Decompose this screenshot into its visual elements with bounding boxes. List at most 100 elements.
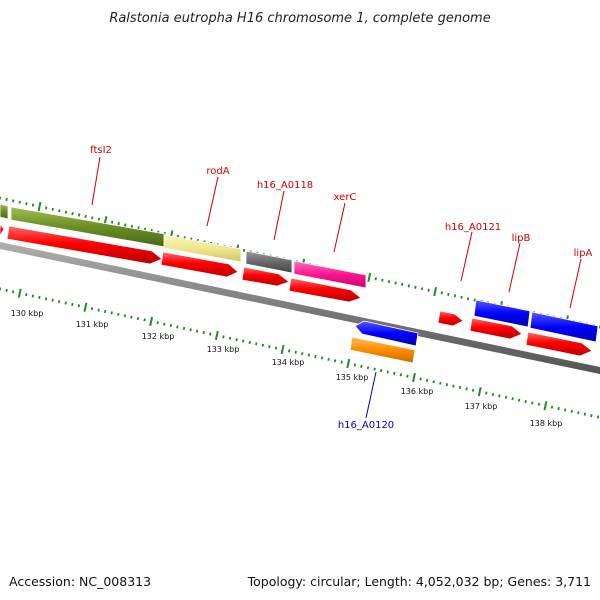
lower-ring-major-tick	[346, 358, 351, 369]
lower-ring-minor-tick	[195, 329, 199, 333]
kbp-label: 130 kbp	[11, 309, 44, 318]
label-leaders	[91, 156, 582, 419]
lower-ring-minor-tick	[274, 346, 278, 350]
lower-ring-minor-tick	[307, 353, 311, 357]
upper-ring-minor-tick	[64, 210, 68, 214]
lower-ring-minor-tick	[360, 364, 363, 368]
lower-ring-major-tick	[149, 316, 154, 327]
leader-lipA	[569, 258, 582, 309]
gene-label-h16_A0121: h16_A0121	[445, 222, 501, 233]
cds-arrow-ftsI2	[6, 225, 163, 265]
lower-ring-minor-tick	[38, 295, 41, 299]
lower-ring-minor-tick	[471, 388, 475, 392]
gene-block-lipA	[529, 311, 599, 343]
upper-ring-minor-tick	[447, 292, 450, 296]
cds-arrow-h16_A0118	[241, 266, 290, 287]
lower-ring-minor-tick	[25, 293, 28, 297]
lower-ring-minor-tick	[235, 338, 238, 342]
lower-ring-major-tick	[17, 288, 22, 298]
lower-ring-minor-tick	[209, 332, 212, 336]
lower-ring-minor-tick	[143, 318, 146, 322]
lower-ring-major-tick	[477, 387, 482, 397]
lower-ring-major-tick	[83, 302, 88, 312]
lower-ring-minor-tick	[71, 302, 74, 306]
genome-summary-text: Topology: circular; Length: 4,052,032 bp…	[247, 574, 591, 589]
gene-label-rodA: rodA	[206, 166, 229, 177]
lower-ring-minor-tick	[517, 398, 521, 402]
lower-ring-minor-tick	[64, 301, 67, 305]
lower-ring-major-tick	[280, 344, 285, 355]
leader-xerC	[333, 202, 346, 253]
upper-ring-minor-tick	[440, 291, 443, 295]
lower-ring-minor-tick	[577, 411, 580, 415]
gene-block-xerC	[293, 260, 367, 289]
lower-ring-major-tick	[543, 401, 548, 411]
gene-label-lipA: lipA	[574, 248, 593, 259]
gene-label-lipB: lipB	[512, 233, 531, 244]
lower-ring-minor-tick	[458, 385, 462, 389]
lower-ring-minor-tick	[373, 367, 376, 371]
upper-ring-minor-tick	[242, 248, 246, 252]
upper-ring-minor-tick	[84, 214, 87, 218]
lower-ring-minor-tick	[432, 380, 435, 384]
upper-ring-minor-tick	[394, 281, 397, 285]
lower-ring-minor-tick	[327, 357, 330, 361]
kbp-label: 133 kbp	[207, 345, 240, 354]
gene-block-h16_A0118	[245, 250, 293, 274]
lower-ring-minor-tick	[563, 408, 567, 412]
lower-ring-minor-tick	[465, 387, 468, 391]
lower-ring-minor-tick	[248, 340, 251, 344]
lower-ring-minor-tick	[301, 352, 304, 356]
upper-ring-minor-tick	[381, 278, 384, 282]
upper-ring-minor-tick	[58, 209, 61, 213]
lower-ring-minor-tick	[222, 335, 225, 339]
lower-ring-minor-tick	[110, 311, 113, 315]
lower-ring-minor-tick	[51, 298, 54, 302]
lower-ring-minor-tick	[255, 342, 258, 346]
lower-ring-minor-tick	[31, 294, 35, 298]
gene-label-xerC: xerC	[334, 192, 357, 203]
kbp-label: 136 kbp	[401, 387, 434, 396]
kbp-label: 137 kbp	[465, 402, 498, 411]
gene-labels: ftsI2 rodA h16_A0118 xerC h16_A0121 lipB…	[90, 145, 592, 431]
lower-ring-minor-tick	[366, 366, 370, 370]
map-title: Ralstonia eutropha H16 chromosome 1, com…	[109, 11, 490, 26]
lower-ring-minor-tick	[590, 414, 593, 418]
lower-ring-minor-tick	[511, 397, 514, 401]
kbp-scale-labels: 130 kbp 131 kbp 132 kbp 133 kbp 134 kbp …	[11, 309, 563, 428]
upper-ring-minor-tick	[414, 285, 417, 289]
lower-ring-minor-tick	[498, 394, 501, 398]
lower-ring-minor-tick	[11, 290, 15, 294]
leader-ftsI2	[91, 156, 101, 206]
lower-ring-minor-tick	[130, 315, 133, 319]
lower-ring-minor-tick	[399, 373, 403, 377]
lower-ring-minor-tick	[320, 356, 324, 360]
lower-ring-minor-tick	[596, 415, 600, 419]
upper-ring-minor-tick	[137, 226, 140, 230]
upper-ring-minor-tick	[45, 206, 48, 210]
lower-ring-minor-tick	[97, 308, 100, 312]
chromosome-backbone	[0, 242, 600, 374]
lower-ring-minor-tick	[241, 339, 245, 343]
upper-ring-minor-tick	[453, 294, 457, 298]
upper-ring-minor-tick	[97, 217, 101, 221]
lower-ring-minor-tick	[485, 391, 488, 395]
lower-ring-minor-tick	[77, 304, 81, 308]
cds-arrow-lipA	[525, 331, 593, 357]
lower-ring-minor-tick	[333, 359, 337, 363]
lower-ring-minor-tick	[504, 395, 508, 399]
cds-arrow-h16_A0121	[437, 310, 464, 327]
accession-text: Accession: NC_008313	[9, 574, 151, 589]
lower-ring-minor-tick	[90, 307, 94, 311]
upper-ring-minor-tick	[387, 280, 391, 284]
upper-ring-minor-tick	[460, 295, 463, 299]
lower-ring-major-tick	[214, 330, 219, 341]
leader-rodA	[206, 176, 219, 227]
lower-ring-minor-tick	[314, 354, 317, 359]
lower-ring-minor-tick	[583, 412, 587, 416]
leader-lipB	[508, 242, 521, 293]
lower-ring-minor-tick	[163, 322, 166, 326]
gene-block-h16_A0120	[349, 336, 416, 364]
gene-block-rodA	[163, 234, 242, 263]
upper-ring-minor-tick	[420, 287, 424, 291]
